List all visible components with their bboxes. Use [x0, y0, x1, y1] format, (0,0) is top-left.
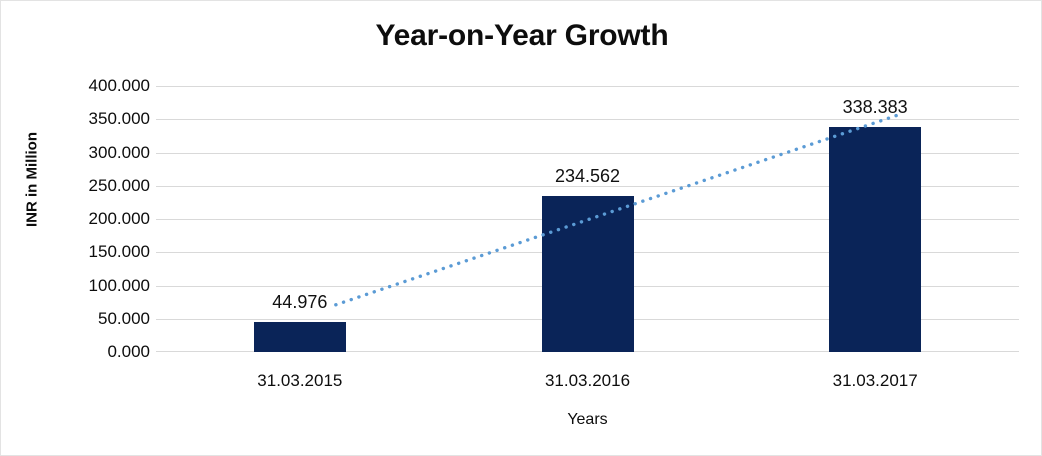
y-axis-tick-label: 150.000 [88, 242, 150, 262]
y-axis-title: INR in Million [23, 132, 41, 227]
gridline [156, 86, 1019, 87]
y-axis-tick-label: 250.000 [88, 175, 150, 195]
data-label: 338.383 [842, 96, 908, 117]
x-axis-tick-label: 31.03.2016 [544, 371, 631, 390]
gridline [156, 119, 1019, 121]
y-axis-tick-label: 400.000 [88, 76, 150, 95]
bar[interactable] [541, 196, 634, 352]
data-label: 44.976 [272, 292, 328, 313]
x-axis-title: Years [567, 411, 608, 428]
data-label: 234.562 [554, 166, 621, 187]
y-axis-tick-labels: 400.000 350.000 300.000 250.000 200.000 150.0… [56, 76, 150, 361]
plot-area: 44.976 234.562 338.383 [156, 86, 1019, 352]
bar[interactable] [253, 322, 346, 352]
y-axis-tick-label: 100.000 [88, 275, 150, 295]
x-axis-tick-label: 31.03.2017 [832, 371, 918, 390]
y-axis-tick-label: 300.000 [88, 142, 150, 162]
y-axis-tick-label: 0.000 [107, 342, 150, 361]
y-axis-tick-label: 200.000 [88, 209, 150, 228]
bar[interactable] [829, 126, 922, 352]
chart-title: Year-on-Year Growth [375, 19, 669, 52]
y-axis-tick-label: 350.000 [88, 109, 150, 129]
y-axis-tick-label: 50.000 [98, 308, 150, 328]
x-axis-tick-label: 31.03.2015 [257, 371, 343, 390]
x-axis-tick-labels: 31.03.2015 31.03.2016 31.03.2017 [156, 371, 1019, 395]
